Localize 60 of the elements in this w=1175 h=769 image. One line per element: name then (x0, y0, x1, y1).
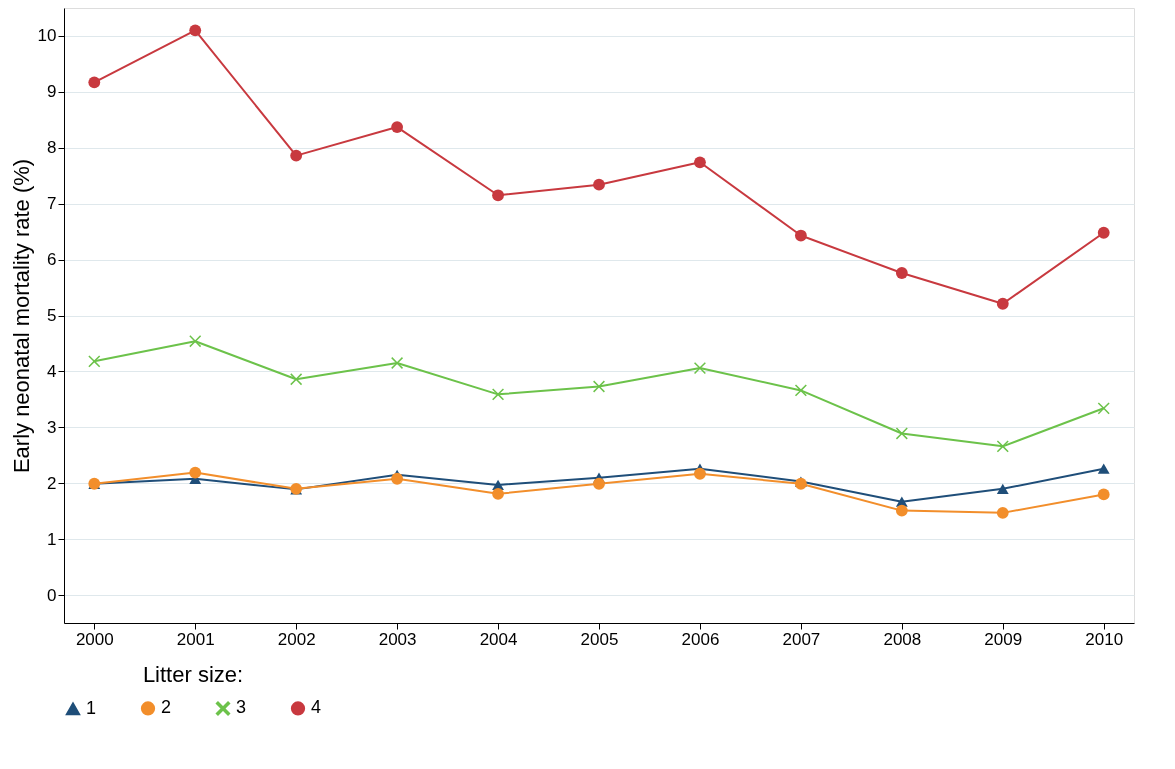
y-tick-label: 4 (47, 361, 57, 381)
point (895, 504, 908, 517)
point (1097, 488, 1110, 501)
point (794, 229, 807, 242)
legend-label: 1 (86, 697, 97, 718)
point (492, 189, 504, 202)
point (996, 440, 1009, 453)
x-tick-label: 2009 (984, 629, 1023, 649)
point (492, 388, 504, 401)
point (391, 121, 404, 133)
y-tick-label: 1 (47, 529, 57, 549)
point (895, 427, 908, 440)
y-tick-label: 8 (47, 138, 57, 158)
y-tick-label: 7 (47, 194, 57, 214)
legend-label: 4 (311, 697, 322, 718)
point (189, 24, 202, 37)
point (694, 467, 706, 480)
point (189, 335, 202, 348)
y-tick-label: 9 (47, 82, 57, 102)
point (694, 156, 706, 169)
x-tick-label: 2002 (277, 629, 316, 649)
x-tick-label: 2001 (176, 629, 215, 649)
point (895, 267, 908, 279)
legend-label: 2 (161, 697, 172, 718)
y-tick-label: 3 (47, 417, 57, 437)
point (1097, 402, 1110, 415)
point (694, 362, 706, 374)
point (996, 506, 1009, 519)
x-tick-label: 2006 (681, 629, 720, 649)
x-tick-label: 2008 (883, 629, 922, 649)
point (290, 149, 303, 162)
point (593, 178, 605, 191)
x-tick-label: 2010 (1085, 629, 1124, 649)
point (996, 297, 1009, 310)
point (391, 357, 404, 369)
legend-title: Litter size: (142, 662, 244, 687)
point (1097, 463, 1110, 474)
point (189, 466, 202, 479)
y-tick-label: 2 (47, 473, 57, 493)
point (794, 384, 807, 397)
y-tick-label: 0 (47, 585, 57, 605)
point (290, 373, 303, 386)
point (492, 487, 504, 500)
legend-label: 3 (236, 697, 247, 718)
point (88, 76, 101, 89)
point (593, 477, 605, 490)
y-tick-label: 6 (47, 250, 57, 270)
point (996, 483, 1009, 494)
y-tick-label: 5 (47, 306, 57, 325)
point (88, 355, 101, 368)
x-tick-label: 2005 (580, 629, 619, 649)
x-tick-label: 2000 (75, 629, 114, 649)
y-tick-label: 10 (37, 26, 57, 46)
x-tick-label: 2004 (479, 629, 518, 649)
x-tick-label: 2003 (378, 629, 417, 649)
y-axis-title: Early neonatal mortality rate (%) (8, 158, 34, 474)
point (391, 472, 404, 485)
point (593, 380, 605, 393)
point (1097, 226, 1110, 239)
x-tick-label: 2007 (782, 629, 821, 649)
